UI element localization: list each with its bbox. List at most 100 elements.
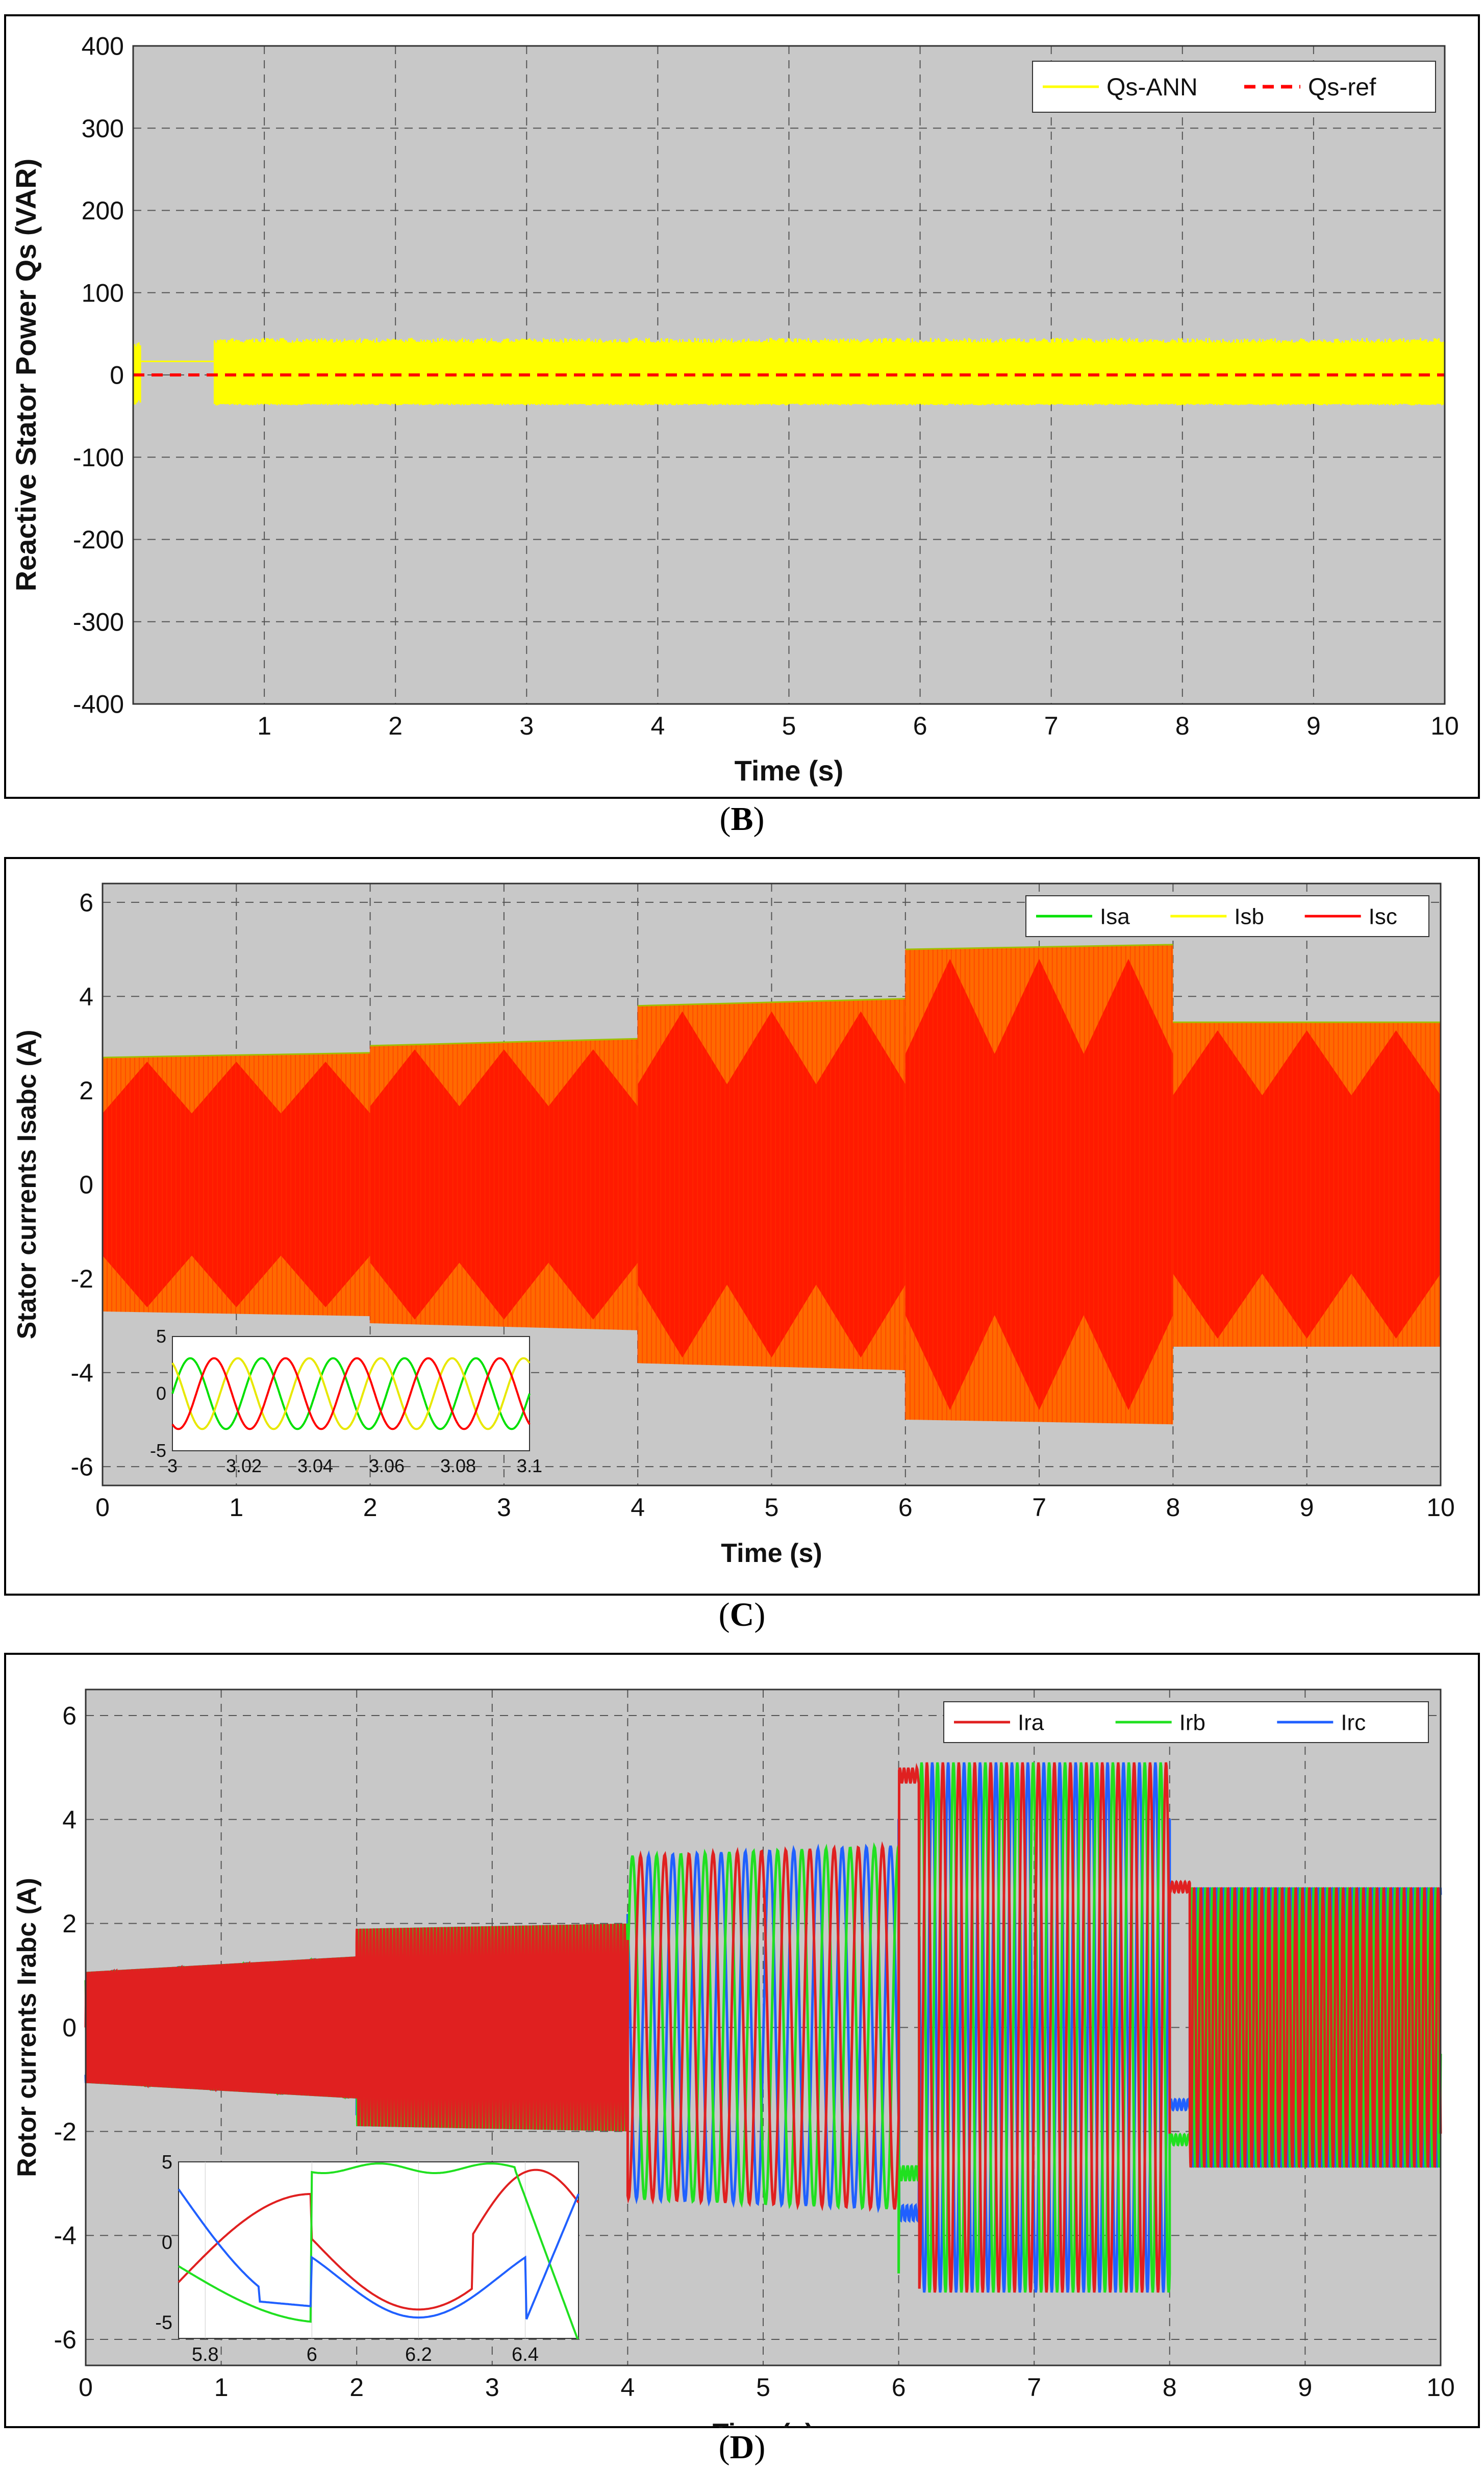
legend-label-isc: Isc	[1369, 904, 1397, 929]
inset-y-tick-label: 5	[162, 2152, 172, 2173]
inset-area	[178, 2161, 579, 2339]
y-tick-label: -6	[71, 1453, 93, 1481]
x-tick-label: 2	[349, 2373, 364, 2402]
y-tick-label: -6	[54, 2326, 77, 2354]
x-axis-label: Time (s)	[721, 1539, 822, 1568]
y-tick-label: -2	[71, 1265, 93, 1293]
inset-series-ira	[178, 2169, 580, 2311]
y-tick-label: 200	[82, 196, 124, 225]
x-tick-label: 5	[765, 1493, 779, 1522]
x-tick-label: 9	[1298, 2373, 1312, 2402]
envelope-core	[370, 1049, 638, 1320]
y-axis-label: Stator currents Isabc (A)	[12, 1030, 42, 1340]
chart-b: 1 2 3 4 5 6 7 8 9 10 400 300 200 100 0 -100 -200 -300 -400…	[4, 14, 1480, 799]
y-tick-label: 6	[62, 1701, 77, 1730]
x-tick-label: 4	[631, 1493, 645, 1522]
x-tick-label: 0	[79, 2373, 93, 2402]
legend-box	[943, 1701, 1429, 1743]
envelope-edge	[102, 1052, 370, 1058]
y-axis-label: Rotor currents Irabc (A)	[12, 1878, 42, 2177]
plot-border	[102, 883, 1442, 1486]
envelope-edge	[370, 1038, 638, 1047]
x-tick-label: 6	[892, 2373, 906, 2402]
x-tick-label: 0	[95, 1493, 110, 1522]
panel-b: 1 2 3 4 5 6 7 8 9 10 400 300 200 100 0 -100 -200 -300 -400…	[4, 14, 1480, 799]
chart-d: 0 1 2 3 4 5 6 7 8 9 10 6 4 2 0 -2 -4 -6 Time (s) Rotor curr…	[4, 1653, 1480, 2428]
envelope-stripes	[369, 1039, 637, 1330]
x-tick-label: 7	[1032, 1493, 1046, 1522]
x-tick-label: 6	[913, 712, 927, 740]
caption-b: (B)	[719, 800, 765, 838]
legend-box	[1025, 895, 1429, 937]
inset-x-tick-label: 5.8	[192, 2344, 219, 2365]
envelope-core	[905, 959, 1173, 1410]
panel-d: 0 1 2 3 4 5 6 7 8 9 10 6 4 2 0 -2 -4 -6 Time (s) Rotor curr…	[4, 1653, 1480, 2428]
x-tick-label: 10	[1426, 2373, 1455, 2402]
y-tick-label: 4	[79, 982, 93, 1011]
inset-x-tick-label: 3.08	[440, 1455, 476, 1476]
y-tick-label: -400	[73, 690, 124, 719]
inset-x-tick-label: 6	[307, 2344, 317, 2365]
inset-y-tick-label: 0	[156, 1383, 166, 1404]
x-tick-label: 8	[1163, 2373, 1177, 2402]
envelope-core	[638, 1011, 906, 1358]
y-tick-label: -4	[54, 2222, 77, 2250]
envelope-core	[103, 1062, 370, 1307]
y-tick-label: 0	[79, 1171, 93, 1199]
inset-x-tick-label: 3.02	[226, 1455, 262, 1476]
x-tick-label: 5	[782, 712, 796, 740]
legend-label-irb: Irb	[1179, 1710, 1205, 1735]
chart-c: 0 1 2 3 4 5 6 7 8 9 10 6 4 2 0 -2 -4 -6 Time (s) Stator cur…	[4, 857, 1480, 1596]
inset-y-tick-label: 0	[162, 2232, 172, 2253]
y-tick-label: 400	[82, 32, 124, 61]
x-tick-label: 3	[519, 712, 534, 740]
inset-series-irb	[178, 2162, 579, 2339]
x-tick-label: 2	[388, 712, 403, 740]
inset-series-isa	[171, 1357, 531, 1430]
x-tick-label: 5	[756, 2373, 770, 2402]
legend: Qs-ANN Qs-ref	[1032, 61, 1436, 113]
x-tick-label: 7	[1027, 2373, 1041, 2402]
y-tick-label: 4	[62, 1805, 77, 1834]
inset-series-isb	[171, 1357, 531, 1430]
inset-x-tick-label: 6.2	[405, 2344, 432, 2365]
x-tick-label: 3	[497, 1493, 511, 1522]
legend-label-qs-ref: Qs-ref	[1308, 74, 1376, 101]
envelope-edge	[905, 944, 1173, 950]
caption-c: (C)	[718, 1596, 766, 1633]
envelope-stripes	[1172, 1022, 1440, 1347]
inset-y-tick-label: -5	[155, 2312, 172, 2334]
legend: Ira Irb Irc	[943, 1701, 1429, 1743]
inset-x-tick-label: 6.4	[512, 2344, 539, 2365]
y-tick-label: 6	[79, 888, 93, 917]
x-tick-label: 1	[229, 1493, 243, 1522]
y-tick-label: -4	[71, 1358, 93, 1387]
series-ira	[84, 1762, 1442, 2293]
legend-label-qs-ann: Qs-ANN	[1106, 74, 1198, 101]
legend-label-isa: Isa	[1100, 904, 1130, 929]
legend-box	[1032, 61, 1436, 113]
series-qs-ann	[132, 338, 1444, 406]
y-tick-label: 100	[82, 279, 124, 307]
envelope-stripes	[637, 998, 905, 1371]
y-tick-label: -2	[54, 2117, 77, 2146]
plot-border	[85, 1688, 1442, 2366]
y-tick-label: 300	[82, 114, 124, 143]
x-tick-label: 6	[898, 1493, 913, 1522]
x-tick-label: 9	[1306, 712, 1321, 740]
inset-x-tick-label: 3.06	[369, 1455, 405, 1476]
x-tick-label: 8	[1166, 1493, 1180, 1522]
caption-d: (D)	[718, 2429, 766, 2466]
x-tick-label: 7	[1044, 712, 1059, 740]
inset-x-tick-label: 3.04	[297, 1455, 333, 1476]
inset-series-isc	[171, 1357, 531, 1430]
inset-series-irc	[178, 2188, 580, 2320]
inset-x-tick-label: 3.1	[517, 1455, 542, 1476]
legend: Isa Isb Isc	[1025, 895, 1429, 937]
x-tick-label: 8	[1175, 712, 1190, 740]
legend-label-ira: Ira	[1018, 1710, 1044, 1735]
y-tick-label: -100	[73, 443, 124, 472]
plot-border	[132, 45, 1446, 705]
x-axis-label: Time (s)	[735, 754, 844, 787]
x-axis-label: Time (s)	[713, 2418, 814, 2428]
